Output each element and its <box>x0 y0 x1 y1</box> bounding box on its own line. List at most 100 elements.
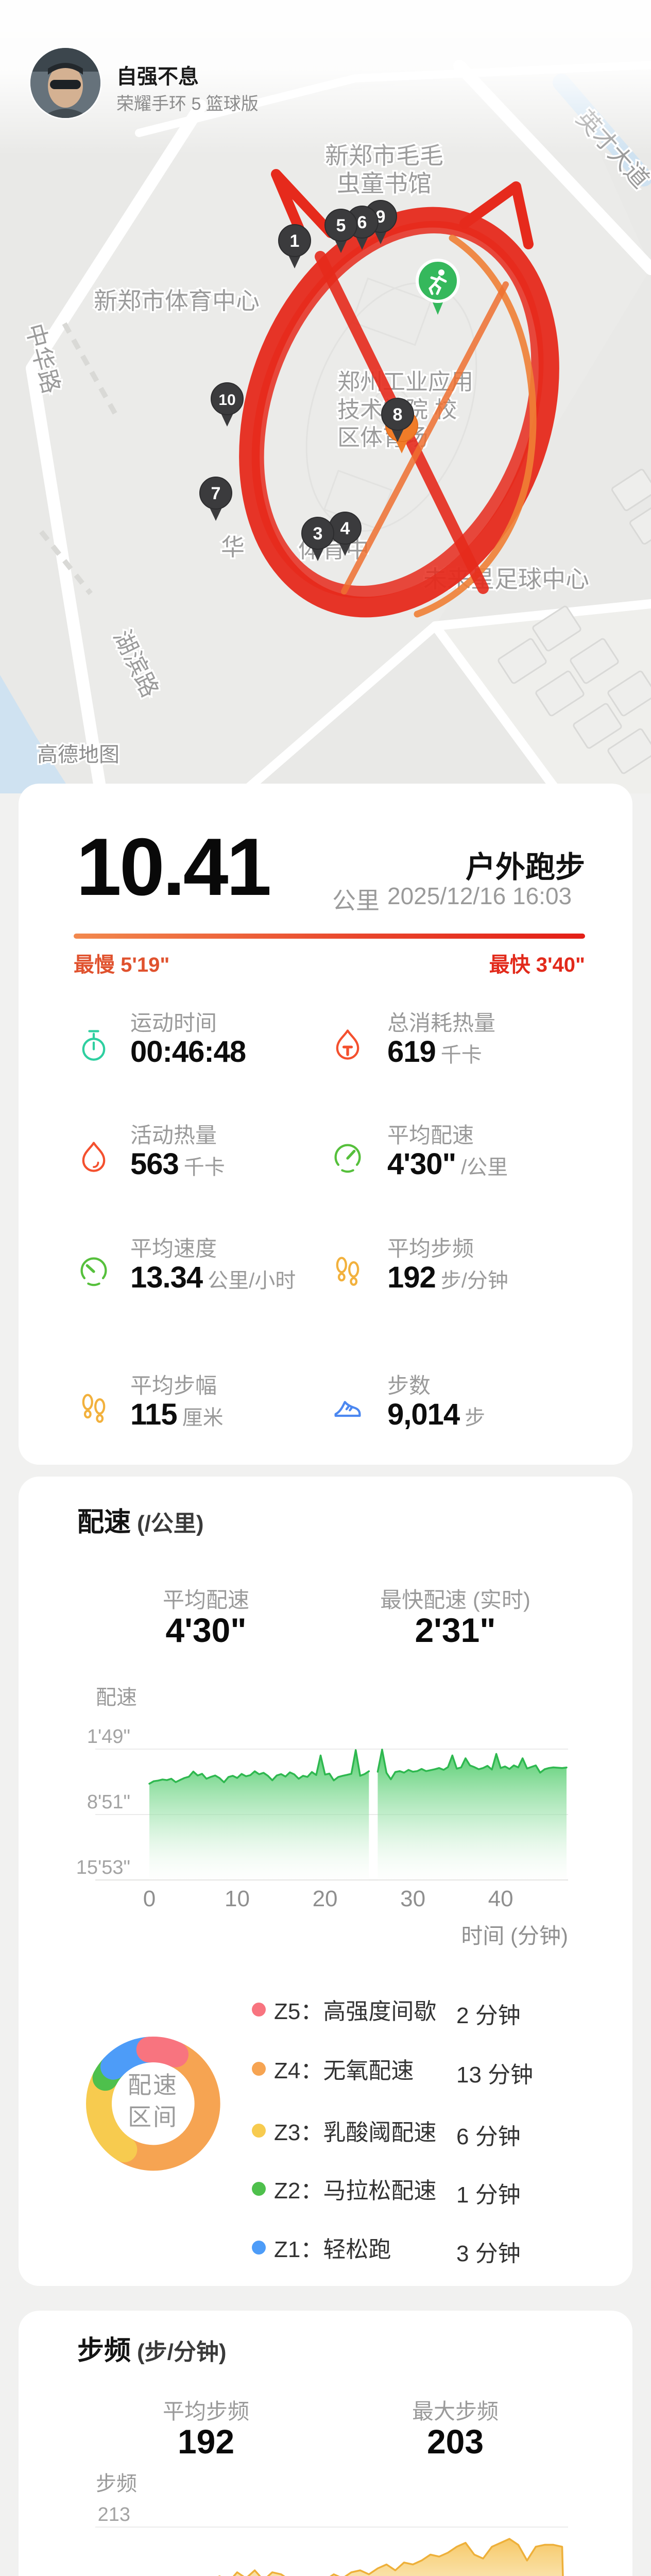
pace-chart-label: 配速 <box>96 1686 137 1709</box>
stat-value: 13.34 公里/小时 <box>130 1260 296 1295</box>
map-label: 虫童书馆 <box>337 170 432 197</box>
distance-unit: 公里 <box>332 887 380 914</box>
stat-number: 192 <box>387 1261 436 1294</box>
pace-section-title: 配速 (/公里) <box>77 1507 204 1537</box>
map-label: 华 <box>221 534 245 561</box>
stat-value: 00:46:48 <box>130 1035 246 1069</box>
stat-number: 563 <box>130 1147 179 1181</box>
gauge-icon <box>330 1140 365 1175</box>
start-marker <box>416 259 460 315</box>
zone-legend-row: Z2：马拉松配速 1 分钟 <box>252 2176 521 2208</box>
user-name: 自强不息 <box>116 65 199 88</box>
best-pace-label: 最快配速 (实时) <box>380 1588 530 1612</box>
zone-legend-row: Z4：无氧配速 13 分钟 <box>252 2056 533 2088</box>
svg-text:8: 8 <box>393 405 403 425</box>
pace-gradient-bar <box>74 934 585 939</box>
zone-dot <box>252 2002 266 2016</box>
stat-unit: 千卡 <box>440 1044 482 1066</box>
svg-text:时间 (分钟): 时间 (分钟) <box>461 1924 568 1948</box>
stat-number: 115 <box>130 1398 178 1431</box>
stat-label: 平均步幅 <box>130 1374 217 1398</box>
stat-number: 4'30" <box>387 1147 456 1181</box>
distance-value: 10.41 <box>76 822 271 912</box>
zone-label: Z4：无氧配速 <box>274 2058 414 2083</box>
zone-minutes: 3 分钟 <box>456 2241 521 2266</box>
fastest-pace: 最快 3'40" <box>489 954 585 976</box>
svg-text:10: 10 <box>218 392 235 409</box>
stat-label: 运动时间 <box>130 1011 217 1035</box>
zone-minutes: 13 分钟 <box>456 2062 534 2088</box>
svg-text:30: 30 <box>400 1886 425 1911</box>
stat-label: 活动热量 <box>130 1123 217 1147</box>
km-marker-pin: 3 <box>301 517 334 561</box>
zone-legend-row: Z3：乳酸阈配速 6 分钟 <box>252 2118 521 2149</box>
stat-unit: 步/分钟 <box>440 1269 508 1292</box>
max-cadence-label: 最大步频 <box>412 2399 499 2424</box>
stat-value: 9,014 步 <box>387 1397 485 1432</box>
zone-minutes: 1 分钟 <box>456 2182 521 2208</box>
stat-number: 13.34 <box>130 1261 203 1294</box>
svg-text:8'51": 8'51" <box>87 1791 130 1813</box>
svg-text:6: 6 <box>357 213 367 232</box>
zone-minutes: 2 分钟 <box>456 2003 521 2028</box>
svg-text:区间: 区间 <box>128 2104 178 2130</box>
svg-text:1: 1 <box>290 231 300 251</box>
avatar[interactable] <box>30 48 100 118</box>
km-marker-pin: 5 <box>324 209 357 253</box>
zone-dot <box>252 2061 266 2076</box>
map-label: 新郑市体育中心 <box>94 287 260 314</box>
svg-text:10: 10 <box>225 1886 250 1911</box>
map-label: 体育中 <box>298 536 369 563</box>
stat-unit: 公里/小时 <box>208 1269 296 1292</box>
km-marker-pin: 10 <box>211 382 244 427</box>
footprints-icon <box>330 1253 365 1288</box>
svg-text:配速: 配速 <box>128 2072 178 2098</box>
sport-type: 户外跑步 <box>465 851 585 884</box>
stat-number: 619 <box>387 1035 436 1069</box>
zone-label: Z1：轻松跑 <box>274 2237 391 2262</box>
svg-text:0: 0 <box>143 1886 156 1911</box>
stat-value: 192 步/分钟 <box>387 1260 508 1295</box>
device-name: 荣耀手环 5 篮球版 <box>116 94 259 114</box>
svg-text:7: 7 <box>211 484 221 503</box>
stat-label: 总消耗热量 <box>387 1011 496 1035</box>
shoe-icon <box>330 1390 365 1425</box>
stopwatch-icon <box>76 1027 111 1062</box>
stat-unit: 步 <box>465 1406 486 1429</box>
map-label: 高德地图 <box>37 743 119 766</box>
zone-minutes: 6 分钟 <box>456 2124 521 2149</box>
svg-text:40: 40 <box>488 1886 513 1911</box>
stat-label: 平均步频 <box>387 1236 474 1261</box>
zone-arc-Z5 <box>136 2037 189 2067</box>
stat-label: 步数 <box>387 1374 431 1398</box>
flame-icon <box>76 1140 111 1175</box>
zone-label: Z3：乳酸阈配速 <box>274 2120 437 2145</box>
km-marker-pin: 8 <box>381 398 414 442</box>
stat-value: 563 千卡 <box>130 1147 225 1181</box>
svg-text:177: 177 <box>98 2575 130 2576</box>
pace-chart: 1'49" 8'51" 15'53" 0 10 20 30 40 时间 (分钟) <box>76 1726 568 1948</box>
basketball-courts <box>498 469 651 774</box>
cadence-section-title: 步频 (步/分钟) <box>77 2336 227 2366</box>
zone-dot <box>252 2181 266 2196</box>
activity-datetime: 2025/12/16 16:03 <box>387 883 572 909</box>
slowest-pace: 最慢 5'19" <box>74 954 170 976</box>
stat-unit: /公里 <box>461 1156 508 1179</box>
map-water <box>0 675 72 793</box>
avg-cadence-value: 192 <box>177 2422 235 2461</box>
zone-legend-row: Z1：轻松跑 3 分钟 <box>252 2235 521 2266</box>
svg-text:20: 20 <box>313 1886 338 1911</box>
cadence-chart: 213177141010203040时间 (分钟) <box>95 2504 568 2576</box>
zone-dot <box>252 2123 266 2138</box>
stat-value: 4'30"/公里 <box>387 1147 508 1181</box>
stat-number: 00:46:48 <box>130 1035 246 1069</box>
max-cadence-value: 203 <box>426 2422 484 2461</box>
zone-label: Z5：高强度间歇 <box>274 1999 437 2024</box>
avg-cadence-label: 平均步频 <box>162 2399 250 2424</box>
zone-label: Z2：马拉松配速 <box>274 2178 437 2204</box>
flame-t-icon <box>330 1027 365 1062</box>
km-marker-pin: 7 <box>199 477 232 521</box>
